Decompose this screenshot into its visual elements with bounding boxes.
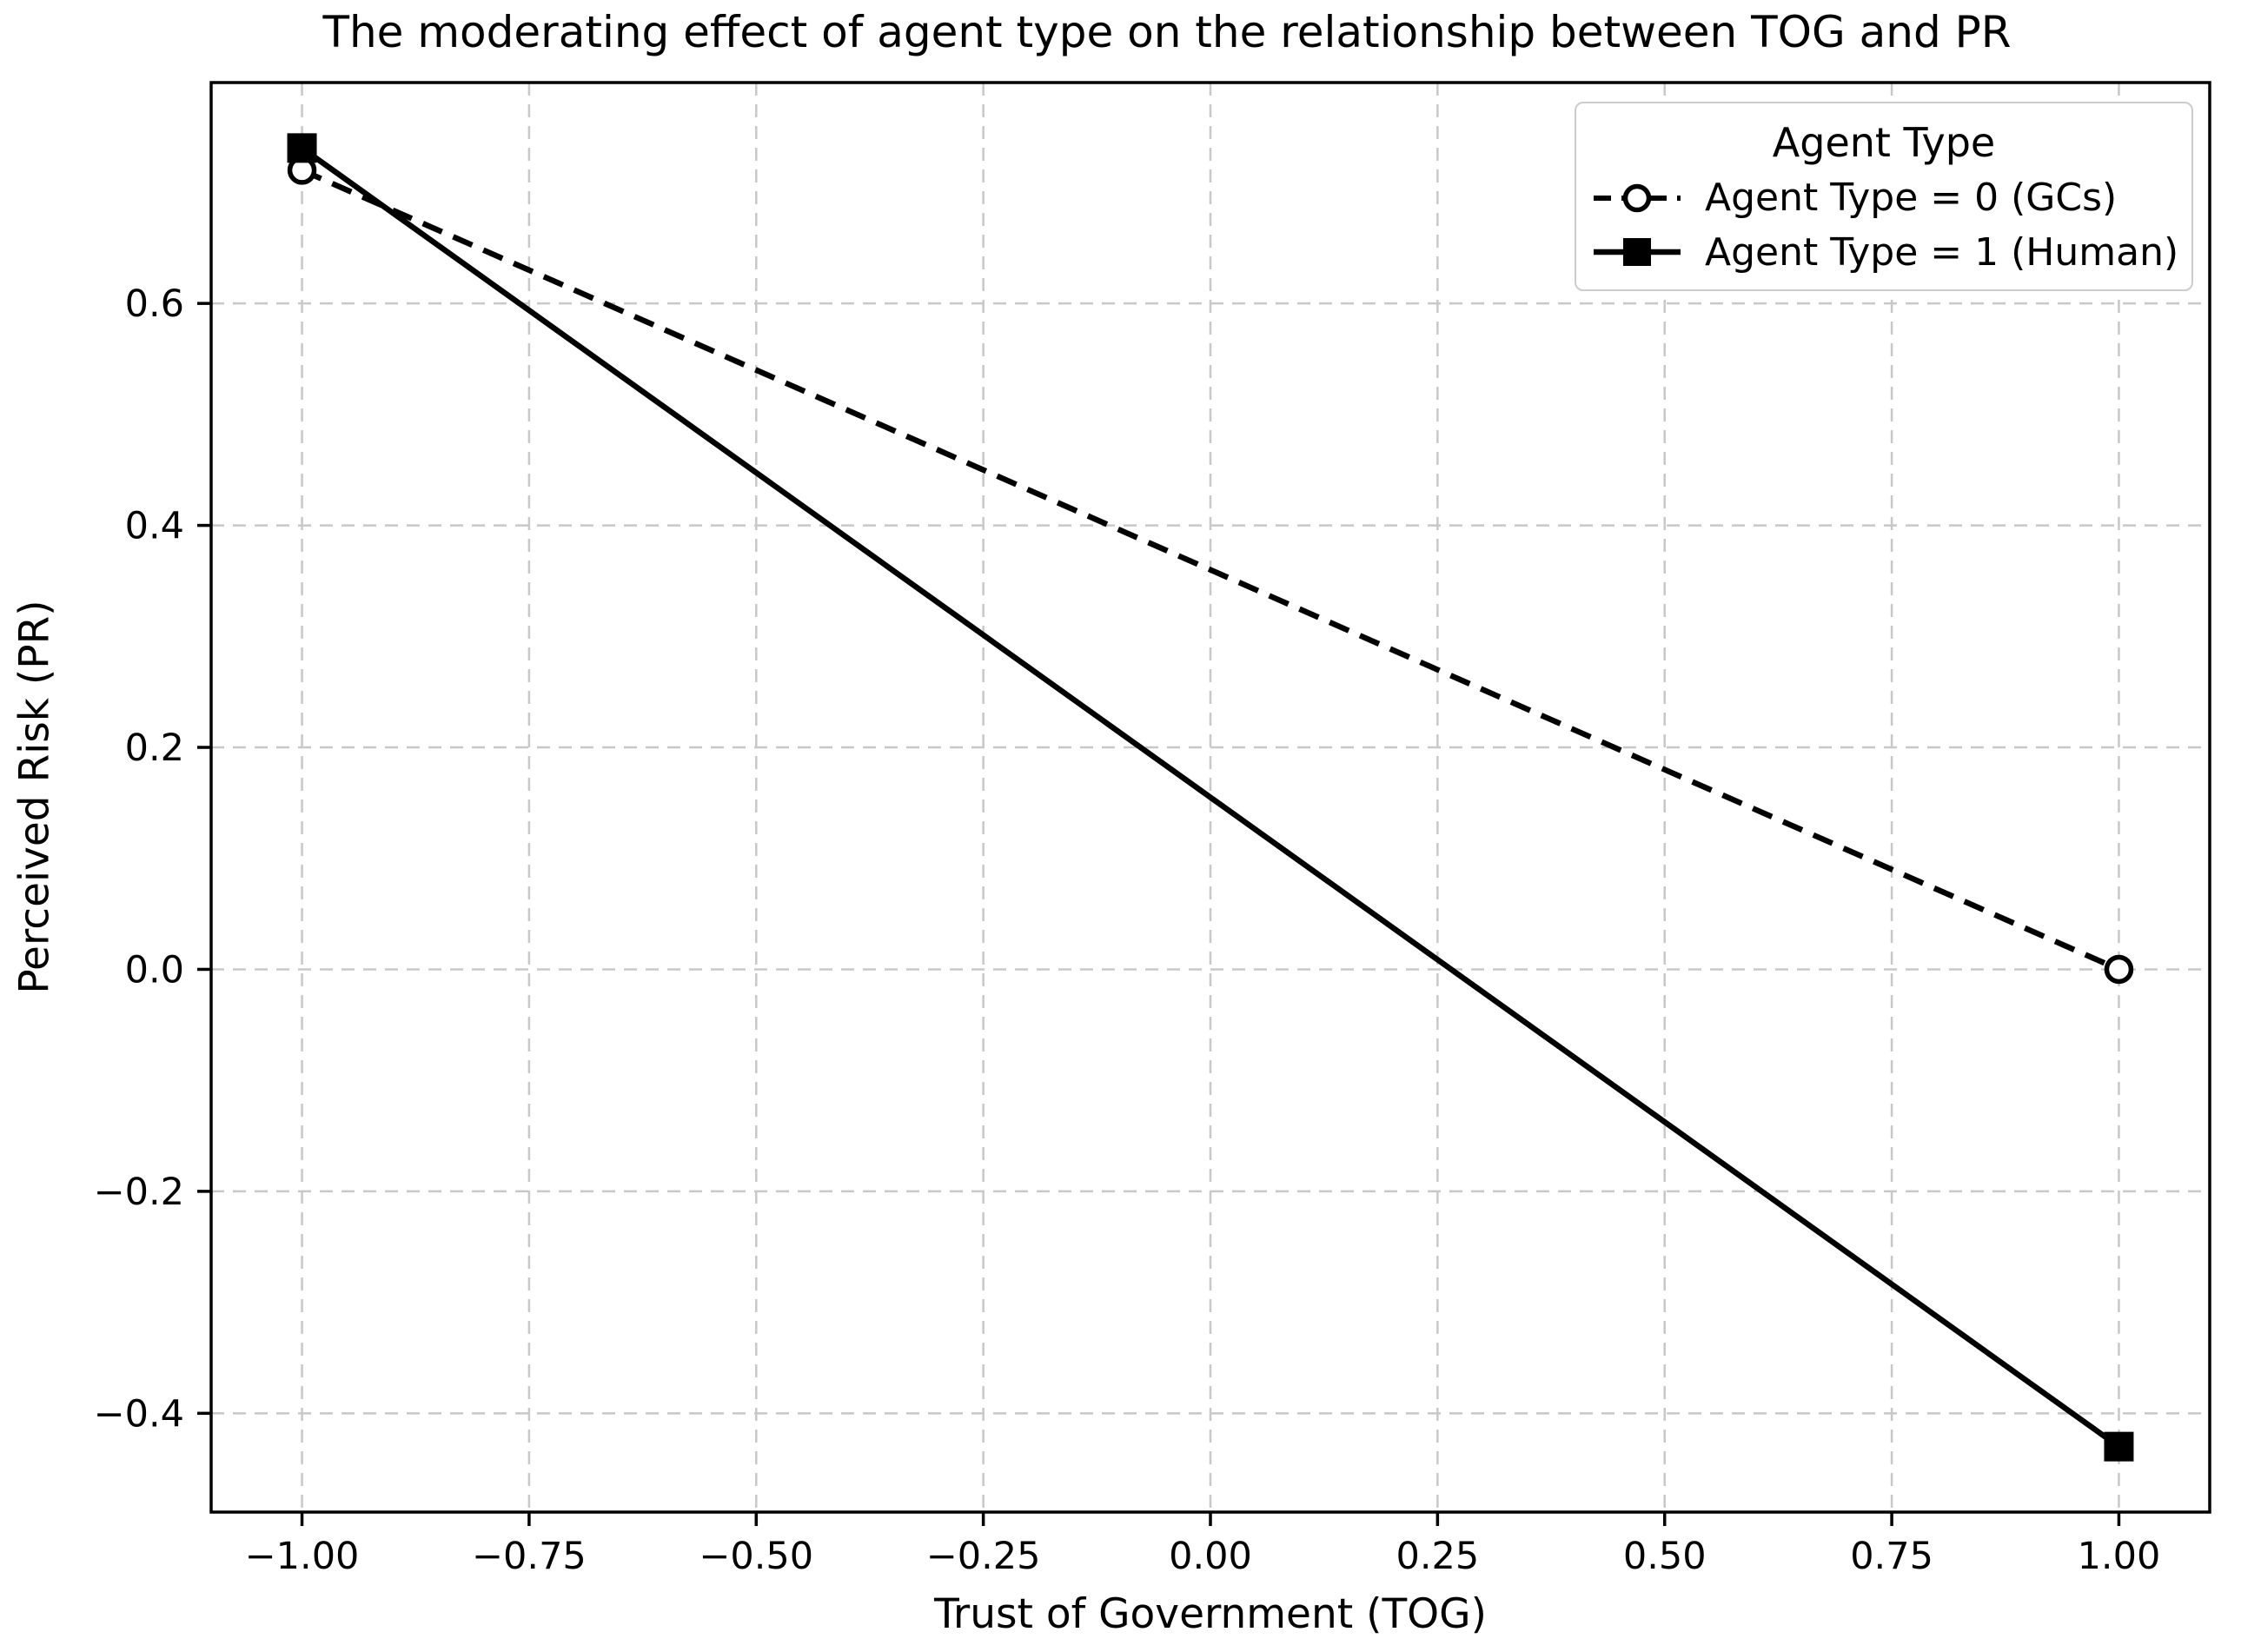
- x-tick-label: 1.00: [2078, 1535, 2161, 1578]
- y-tick-label: 0.6: [125, 282, 184, 326]
- solid-line-filled-square-icon: [1594, 238, 1681, 266]
- x-tick-label: 0.25: [1396, 1535, 1479, 1578]
- legend-entry-gcs: Agent Type = 0 (GCs): [1592, 176, 2176, 220]
- x-tick-label: 0.50: [1623, 1535, 1707, 1578]
- open-circle-marker: [2104, 954, 2134, 985]
- legend-label-human: Agent Type = 1 (Human): [1705, 229, 2179, 275]
- x-tick-label: −0.75: [472, 1535, 587, 1578]
- legend-entry-human: Agent Type = 1 (Human): [1592, 229, 2179, 275]
- y-tick-label: 0.2: [125, 726, 184, 770]
- legend-label-gcs: Agent Type = 0 (GCs): [1705, 176, 2118, 220]
- y-tick-label: −0.2: [94, 1171, 184, 1214]
- y-tick-label: −0.4: [94, 1392, 184, 1436]
- x-axis-label: Trust of Government (TOG): [934, 1590, 1487, 1638]
- chart-title: The moderating effect of agent type on t…: [322, 7, 2012, 57]
- legend: Agent Type Agent Type = 0 (GCs) Agent Ty…: [1575, 102, 2193, 291]
- series-line-gcs: [301, 167, 2120, 972]
- series-line-human: [300, 145, 2121, 1450]
- x-tick-label: −1.00: [245, 1535, 360, 1578]
- dashed-line-open-circle-icon: [1594, 183, 1681, 212]
- x-tick-label: 0.00: [1169, 1535, 1252, 1578]
- y-tick-label: 0.4: [125, 505, 184, 548]
- y-axis-label: Perceived Risk (PR): [10, 600, 59, 994]
- filled-square-marker: [287, 133, 317, 163]
- x-tick-label: −0.50: [699, 1535, 813, 1578]
- y-tick-label: 0.0: [125, 948, 184, 992]
- x-tick-label: 0.75: [1850, 1535, 1933, 1578]
- legend-title: Agent Type: [1772, 118, 1996, 166]
- x-tick-label: −0.25: [926, 1535, 1041, 1578]
- filled-square-marker: [2104, 1431, 2134, 1462]
